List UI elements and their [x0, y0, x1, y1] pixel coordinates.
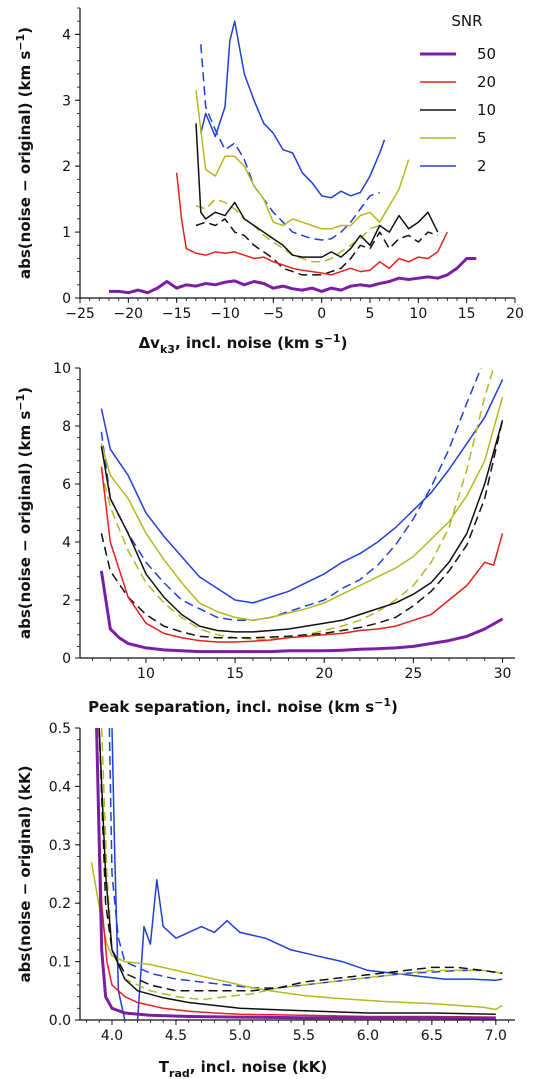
series-line-snr-5-solid	[90, 862, 503, 1011]
x-tick-label: 15	[458, 306, 476, 322]
series-line-snr-20-solid	[100, 466, 504, 643]
x-tick-label: 10	[137, 666, 155, 682]
x-tick-label: 5.0	[229, 1028, 251, 1044]
series-line-snr-50-solid	[99, 570, 504, 654]
y-axis-label: abs(noise − original) (km s−1)	[14, 387, 34, 639]
x-tick-label: 30	[494, 666, 512, 682]
y-tick-label: 1	[62, 225, 71, 241]
series-line-snr-5-solid	[195, 90, 410, 230]
chart-panel-3: 4.0 4.5 5.0 5.5 6.0 6.5 7.0 0.0 0.1 0.2 0.3 0.4 0.5 T…	[16, 721, 515, 1079]
x-tick-label: 4.5	[165, 1028, 187, 1044]
series-line-snr-20-solid	[95, 728, 496, 1018]
series-line-snr-10-dash	[100, 420, 504, 639]
x-tick-label: 5	[366, 306, 375, 322]
x-tick-label: 4.0	[101, 1028, 123, 1044]
legend-title: SNR	[451, 12, 482, 30]
y-tick-label: 8	[62, 419, 71, 435]
legend-label-snr-2: 2	[477, 157, 487, 175]
x-tick-label: 10	[409, 306, 427, 322]
series-line-snr-10-dash	[98, 728, 503, 992]
series-line-snr-10-solid	[195, 123, 439, 258]
series-line-snr-10-solid	[100, 419, 504, 633]
series-line-snr-5-dash	[100, 368, 495, 640]
x-axis-label: Δvk3, incl. noise (km s−1)	[139, 332, 348, 356]
y-tick-label: 0.1	[49, 955, 71, 971]
series-line-snr-5-solid	[100, 396, 504, 622]
y-tick-label: 0.0	[49, 1013, 71, 1029]
chart-panel-1: −25 −20 −15 −10 −5 0 5 10 15 20 0 1 2 3 4 Δvk3, incl. n…	[14, 7, 524, 356]
x-tick-label: 25	[404, 666, 422, 682]
legend-label-snr-10: 10	[477, 101, 496, 119]
y-tick-label: 2	[62, 159, 71, 175]
series-line-snr-10-dash	[195, 218, 438, 276]
y-tick-label: 2	[62, 593, 71, 609]
y-axis-label: abs(noise − original) (kK)	[16, 766, 34, 983]
series-line-snr-20-solid	[175, 172, 448, 276]
y-tick-label: 6	[62, 477, 71, 493]
y-tick-label: 4	[62, 27, 71, 43]
x-axis-label: Trad, incl. noise (kK)	[159, 1058, 327, 1079]
legend-label-snr-5: 5	[477, 129, 487, 147]
series-line-snr-2-dash	[100, 368, 482, 622]
x-tick-label: 20	[506, 306, 524, 322]
series-line-snr-2-solid	[100, 379, 504, 604]
series-line-snr-10-solid	[98, 728, 496, 1015]
x-tick-label: 15	[226, 666, 244, 682]
chart-panel-2: 10 15 20 25 30 0 2 4 6 8 10 Peak separation, incl. …	[14, 361, 515, 716]
series-line-snr-2-solid	[200, 20, 386, 199]
legend-label-snr-50: 50	[477, 45, 496, 63]
x-tick-label: 0	[317, 306, 326, 322]
y-tick-label: 4	[62, 535, 71, 551]
x-tick-label: 20	[315, 666, 333, 682]
x-tick-label: 6.0	[357, 1028, 379, 1044]
x-tick-label: −10	[210, 306, 240, 322]
series-line-snr-2-dash	[108, 728, 503, 989]
series-line-snr-5-dash	[195, 198, 380, 263]
y-tick-label: 0.3	[49, 838, 71, 854]
x-tick-label: −25	[65, 306, 95, 322]
x-tick-label: −20	[114, 306, 144, 322]
x-axis-label: Peak separation, incl. noise (km s−1)	[88, 696, 398, 716]
y-tick-label: 0	[62, 651, 71, 667]
y-tick-label: 0.2	[49, 896, 71, 912]
y-axis-label: abs(noise − original) (km s−1)	[14, 27, 34, 279]
series-line-snr-5-dash	[100, 728, 503, 1001]
x-tick-label: 6.5	[421, 1028, 443, 1044]
x-tick-label: 7.0	[485, 1028, 507, 1044]
y-tick-label: 3	[62, 93, 71, 109]
x-tick-label: −5	[263, 306, 284, 322]
y-tick-label: 0.5	[49, 721, 71, 737]
legend: SNR 50 20 10 5 2	[420, 12, 496, 175]
x-tick-label: −15	[162, 306, 192, 322]
legend-label-snr-20: 20	[477, 73, 496, 91]
series-line-snr-2-solid	[111, 728, 503, 1020]
series-line-snr-50-solid	[109, 257, 477, 295]
y-tick-label: 10	[53, 361, 71, 377]
series-line-snr-50-solid	[95, 728, 496, 1020]
x-tick-label: 5.5	[293, 1028, 315, 1044]
y-tick-label: 0	[62, 291, 71, 307]
y-tick-label: 0.4	[49, 779, 71, 795]
